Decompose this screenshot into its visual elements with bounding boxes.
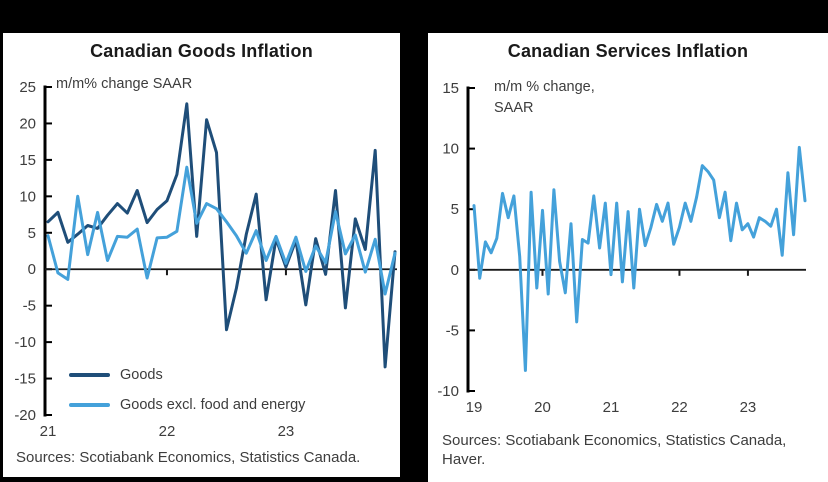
legend-item-goods-excl: Goods excl. food and energy xyxy=(69,397,305,413)
y-tick-label: -10 xyxy=(14,334,36,351)
plot0-series-0-line xyxy=(46,102,397,369)
x-tick-label: 22 xyxy=(159,423,176,440)
goods-chart-panel: Canadian Goods Inflation 25 20 15 10 5 0 -5 -10… xyxy=(3,33,400,477)
services-chart-title: Canadian Services Inflation xyxy=(507,41,749,61)
y-tick-label: 15 xyxy=(19,152,36,169)
x-tick-label: 19 xyxy=(466,399,483,416)
y-tick-label: 20 xyxy=(19,115,36,132)
x-tick-label: 23 xyxy=(278,423,295,440)
y-tick-label: 25 xyxy=(19,79,36,96)
y-tick-label: 5 xyxy=(451,201,459,218)
x-tick-label: 22 xyxy=(671,399,688,416)
plot1-series-0-line xyxy=(472,145,807,372)
legend-label-goods: Goods xyxy=(120,367,163,383)
goods-line-swatch xyxy=(69,373,110,377)
y-tick-label: -10 xyxy=(437,383,459,400)
goods-excl-line-swatch xyxy=(69,403,110,407)
y-tick-label: -5 xyxy=(23,298,36,315)
y-tick-label: 15 xyxy=(442,80,459,97)
legend-item-goods: Goods xyxy=(69,367,305,383)
x-tick-label: 21 xyxy=(603,399,620,416)
services-line-chart: 15 10 5 0 -5 -10 19 20 21 22 23 xyxy=(437,80,807,416)
y-tick-label: -15 xyxy=(14,371,36,388)
goods-axis-units-note: m/m% change SAAR xyxy=(56,76,193,92)
goods-sources-note: Sources: Scotiabank Economics, Statistic… xyxy=(16,449,361,466)
plot0-series-1-line xyxy=(46,165,397,296)
legend-label-goods-excl: Goods excl. food and energy xyxy=(120,397,306,413)
y-tick-label: 10 xyxy=(19,188,36,205)
y-tick-label: -5 xyxy=(446,322,459,339)
y-tick-label: 10 xyxy=(442,141,459,158)
y-tick-label: 0 xyxy=(451,262,459,279)
services-chart-panel: Canadian Services Inflation 15 10 5 0 -5 -10 1… xyxy=(428,33,828,482)
y-tick-label: 5 xyxy=(28,225,36,242)
x-tick-label: 21 xyxy=(40,423,57,440)
goods-chart-legend: Goods Goods excl. food and energy xyxy=(69,367,305,413)
goods-chart-title: Canadian Goods Inflation xyxy=(90,41,313,61)
x-tick-label: 23 xyxy=(740,399,757,416)
services-sources-note: Sources: Scotiabank Economics, Statistic… xyxy=(442,432,787,468)
y-tick-label: -20 xyxy=(14,407,36,424)
x-tick-label: 20 xyxy=(534,399,551,416)
y-tick-label: 0 xyxy=(28,261,36,278)
services-axis-units-note: m/m % change, SAAR xyxy=(494,79,595,117)
